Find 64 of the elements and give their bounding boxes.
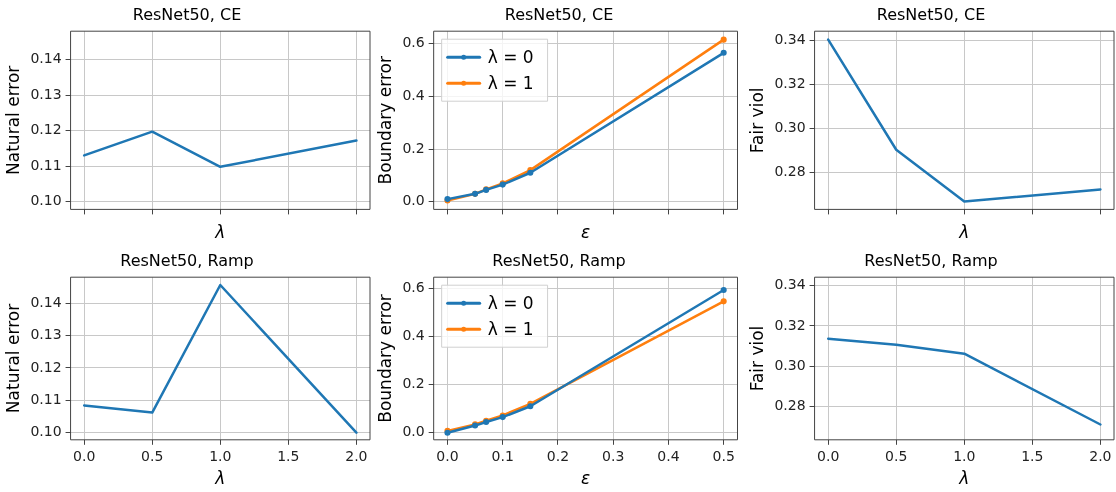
y-tick-label: 0.2 [402, 375, 425, 392]
x-tick-label: 0.3 [602, 447, 625, 464]
x-tick-label: 0.4 [657, 447, 680, 464]
y-tick-label: 0.0 [402, 192, 425, 209]
y-tick-label: 0.34 [774, 276, 806, 293]
x-axis-title: ε [580, 222, 591, 243]
y-tick-label: 0.32 [774, 316, 806, 333]
legend-label: λ = 0 [487, 46, 534, 67]
x-tick-label: 2.0 [345, 447, 368, 464]
x-tick-label: 2.0 [1089, 447, 1112, 464]
x-tick-label: 1.0 [953, 447, 976, 464]
y-axis-title: Boundary error [374, 294, 395, 423]
y-tick-label: 0.13 [30, 85, 62, 102]
y-tick-label: 0.12 [30, 358, 62, 375]
x-tick-label: 0.5 [712, 447, 735, 464]
y-tick-label: 0.2 [402, 139, 425, 156]
x-tick-label: 1.5 [1021, 447, 1044, 464]
x-tick-label: 1.5 [277, 447, 300, 464]
x-axis-title: λ [214, 222, 226, 243]
y-tick-label: 0.14 [30, 293, 62, 310]
chart-title: ResNet50, CE [504, 4, 614, 24]
chart-title: ResNet50, CE [876, 4, 986, 24]
x-tick-label: 0.0 [436, 447, 459, 464]
x-tick-label: 0.1 [491, 447, 514, 464]
y-tick-label: 0.0 [402, 423, 425, 440]
y-axis-title: Fair viol [746, 325, 767, 392]
y-tick-label: 0.30 [774, 119, 806, 136]
y-tick-label: 0.6 [402, 278, 425, 295]
x-axis-title: ε [580, 468, 591, 489]
y-axis-title: Natural error [2, 303, 23, 414]
x-axis-title: λ [958, 222, 970, 243]
y-tick-label: 0.28 [774, 397, 806, 414]
y-axis-title: Boundary error [374, 56, 395, 185]
y-tick-label: 0.12 [30, 121, 62, 138]
chart-title: ResNet50, CE [132, 4, 242, 24]
y-tick-label: 0.11 [30, 156, 62, 173]
y-tick-label: 0.13 [30, 326, 62, 343]
legend-label: λ = 1 [487, 72, 534, 93]
y-tick-label: 0.28 [774, 163, 806, 180]
y-tick-label: 0.6 [402, 34, 425, 51]
legend-label: λ = 0 [487, 292, 534, 313]
y-axis-title: Natural error [2, 65, 23, 175]
y-tick-label: 0.11 [30, 390, 62, 407]
y-tick-label: 0.30 [774, 356, 806, 373]
y-tick-label: 0.34 [774, 31, 806, 48]
y-tick-label: 0.4 [402, 326, 425, 343]
y-tick-label: 0.10 [30, 423, 62, 440]
y-tick-label: 0.14 [30, 50, 62, 67]
x-axis-title: λ [214, 468, 226, 489]
chart-title: ResNet50, Ramp [120, 250, 254, 270]
y-tick-label: 0.32 [774, 75, 806, 92]
x-tick-label: 0.0 [73, 447, 96, 464]
y-tick-label: 0.4 [402, 86, 425, 103]
x-tick-label: 1.0 [209, 447, 232, 464]
x-tick-label: 0.5 [141, 447, 164, 464]
chart-title: ResNet50, Ramp [864, 250, 998, 270]
y-tick-label: 0.10 [30, 192, 62, 209]
legend-label: λ = 1 [487, 318, 534, 339]
x-axis-title: λ [958, 468, 970, 489]
chart-title: ResNet50, Ramp [492, 250, 626, 270]
x-tick-label: 0.0 [817, 447, 840, 464]
x-tick-label: 0.2 [546, 447, 570, 464]
x-tick-label: 0.5 [885, 447, 908, 464]
y-axis-title: Fair viol [746, 87, 767, 154]
